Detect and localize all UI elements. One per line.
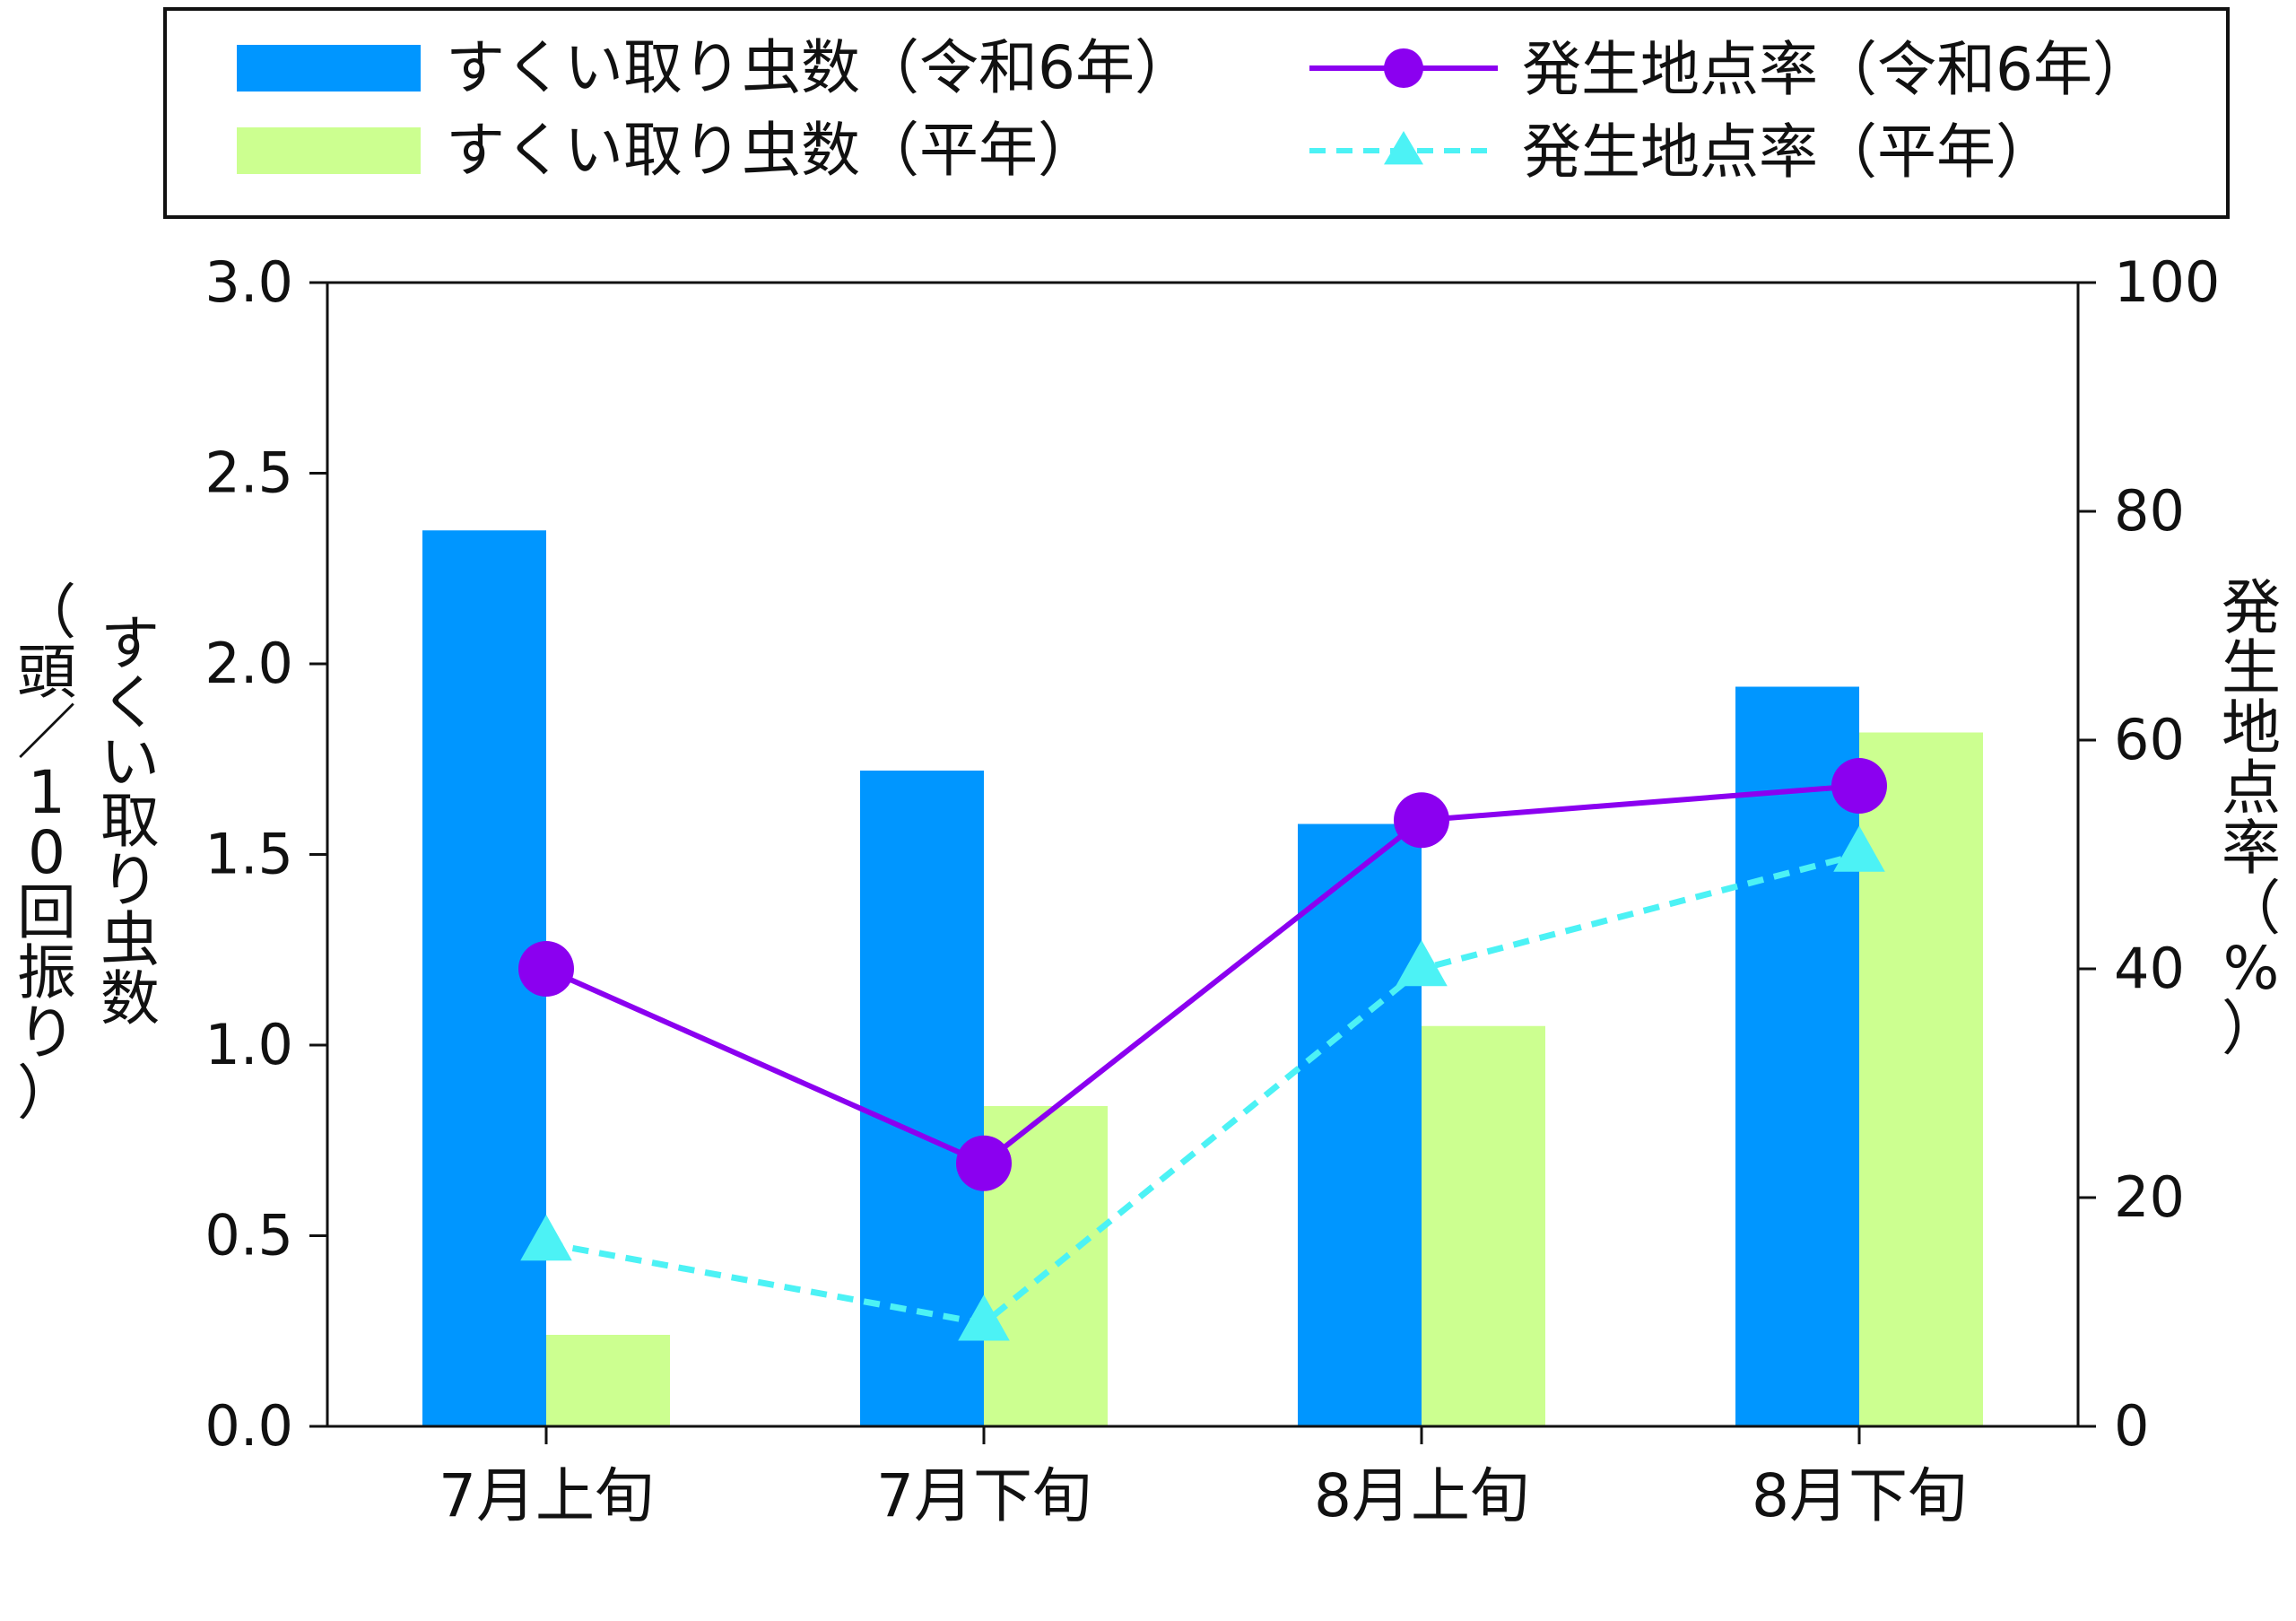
left-axis-unit-char: 頭 [17,638,76,707]
left-tick-label: 1.0 [204,1012,293,1077]
legend-swatch-bar [237,127,421,174]
bar-normal-year-0 [546,1335,670,1426]
right-tick-label: 80 [2114,478,2185,544]
bar-normal-year-3 [1859,732,1983,1426]
legend-label: すくい取り虫数（令和6年） [446,33,1194,102]
right-axis-title-char: ） [2222,994,2281,1063]
point-normal-year-0 [520,1215,572,1261]
right-tick-label: 0 [2114,1393,2149,1459]
left-tick-label: 0.5 [204,1203,293,1268]
right-axis-title-char: 率 [2222,814,2281,883]
right-axis-title-char: 発 [2222,573,2281,642]
right-tick-label: 60 [2114,707,2185,772]
right-axis-title-char: （ [2222,874,2281,943]
right-axis-title-char: 生 [2222,633,2281,702]
line-current-year [544,783,1860,1167]
point-current-year-3 [1831,758,1887,814]
bar-normal-year-2 [1422,1025,1545,1426]
left-tick-label: 2.0 [204,631,293,696]
left-axis-title-char: く [100,668,160,737]
bar-current-year-1 [860,771,984,1426]
left-axis-unit-char: 振 [17,938,76,1007]
left-axis-title-char: り [100,846,160,915]
axes-layer: 0.0 0.5 1.0 1.5 2.0 2.5 3.0 0 20 40 60 80 100 7月上旬 7月下… [17,249,2281,1530]
legend-marker-triangle [1384,131,1423,165]
legend-label: 発生地点率（平年） [1522,118,2055,187]
left-tick-label: 3.0 [204,249,293,315]
left-axis-unit-char: り [17,998,76,1068]
left-axis-title-char: 数 [100,964,160,1033]
legend-label: 発生地点率（令和6年） [1522,35,2152,104]
legend-label: すくい取り虫数（平年） [446,116,1097,185]
x-tick-label: 7月上旬 [439,1461,654,1530]
legend: すくい取り虫数（令和6年） すくい取り虫数（平年） 発生地点率（令和6年） 発生地点率… [163,7,2230,219]
right-axis-title-char: 点 [2222,754,2281,823]
point-normal-year-2 [1396,940,1448,987]
right-tick-label: 100 [2114,249,2220,315]
left-axis-title-char: 取 [100,787,160,856]
point-current-year-0 [518,941,574,997]
left-axis-unit-char: ／ [17,698,76,767]
left-axis-title-char: 虫 [100,905,160,974]
right-tick-label: 40 [2114,936,2185,1001]
legend-box [163,7,2230,219]
left-tick-label: 1.5 [204,822,293,887]
bar-current-year-2 [1298,824,1422,1426]
left-axis-unit-char: （ [17,578,76,647]
left-tick-label: 2.5 [204,440,293,506]
right-tick-label: 20 [2114,1164,2185,1230]
right-axis-title-char: % [2223,934,2280,1003]
legend-marker-circle [1384,48,1423,88]
point-current-year-1 [956,1135,1012,1191]
left-axis-unit-char: ） [17,1059,76,1128]
left-axis-title-char: い [100,728,160,797]
point-normal-year-3 [1833,825,1885,872]
bar-layer [422,530,1983,1426]
x-tick-label: 7月下旬 [876,1461,1091,1530]
legend-swatch-bar [237,45,421,92]
left-axis-unit-char: 回 [17,878,76,947]
point-normal-year-1 [958,1294,1010,1341]
line-normal-year [545,851,1860,1327]
x-tick-label: 8月下旬 [1752,1461,1967,1530]
left-tick-label: 0.0 [204,1393,293,1459]
bar-current-year-3 [1735,686,1859,1426]
left-axis-unit-char: 1 [28,758,65,827]
x-tick-label: 8月上旬 [1314,1461,1529,1530]
left-axis-unit-char: 0 [28,818,65,887]
point-current-year-2 [1394,792,1449,849]
right-axis-title-char: 地 [2222,693,2281,763]
line-layer [518,758,1887,1341]
left-axis-title-char: す [100,609,160,678]
